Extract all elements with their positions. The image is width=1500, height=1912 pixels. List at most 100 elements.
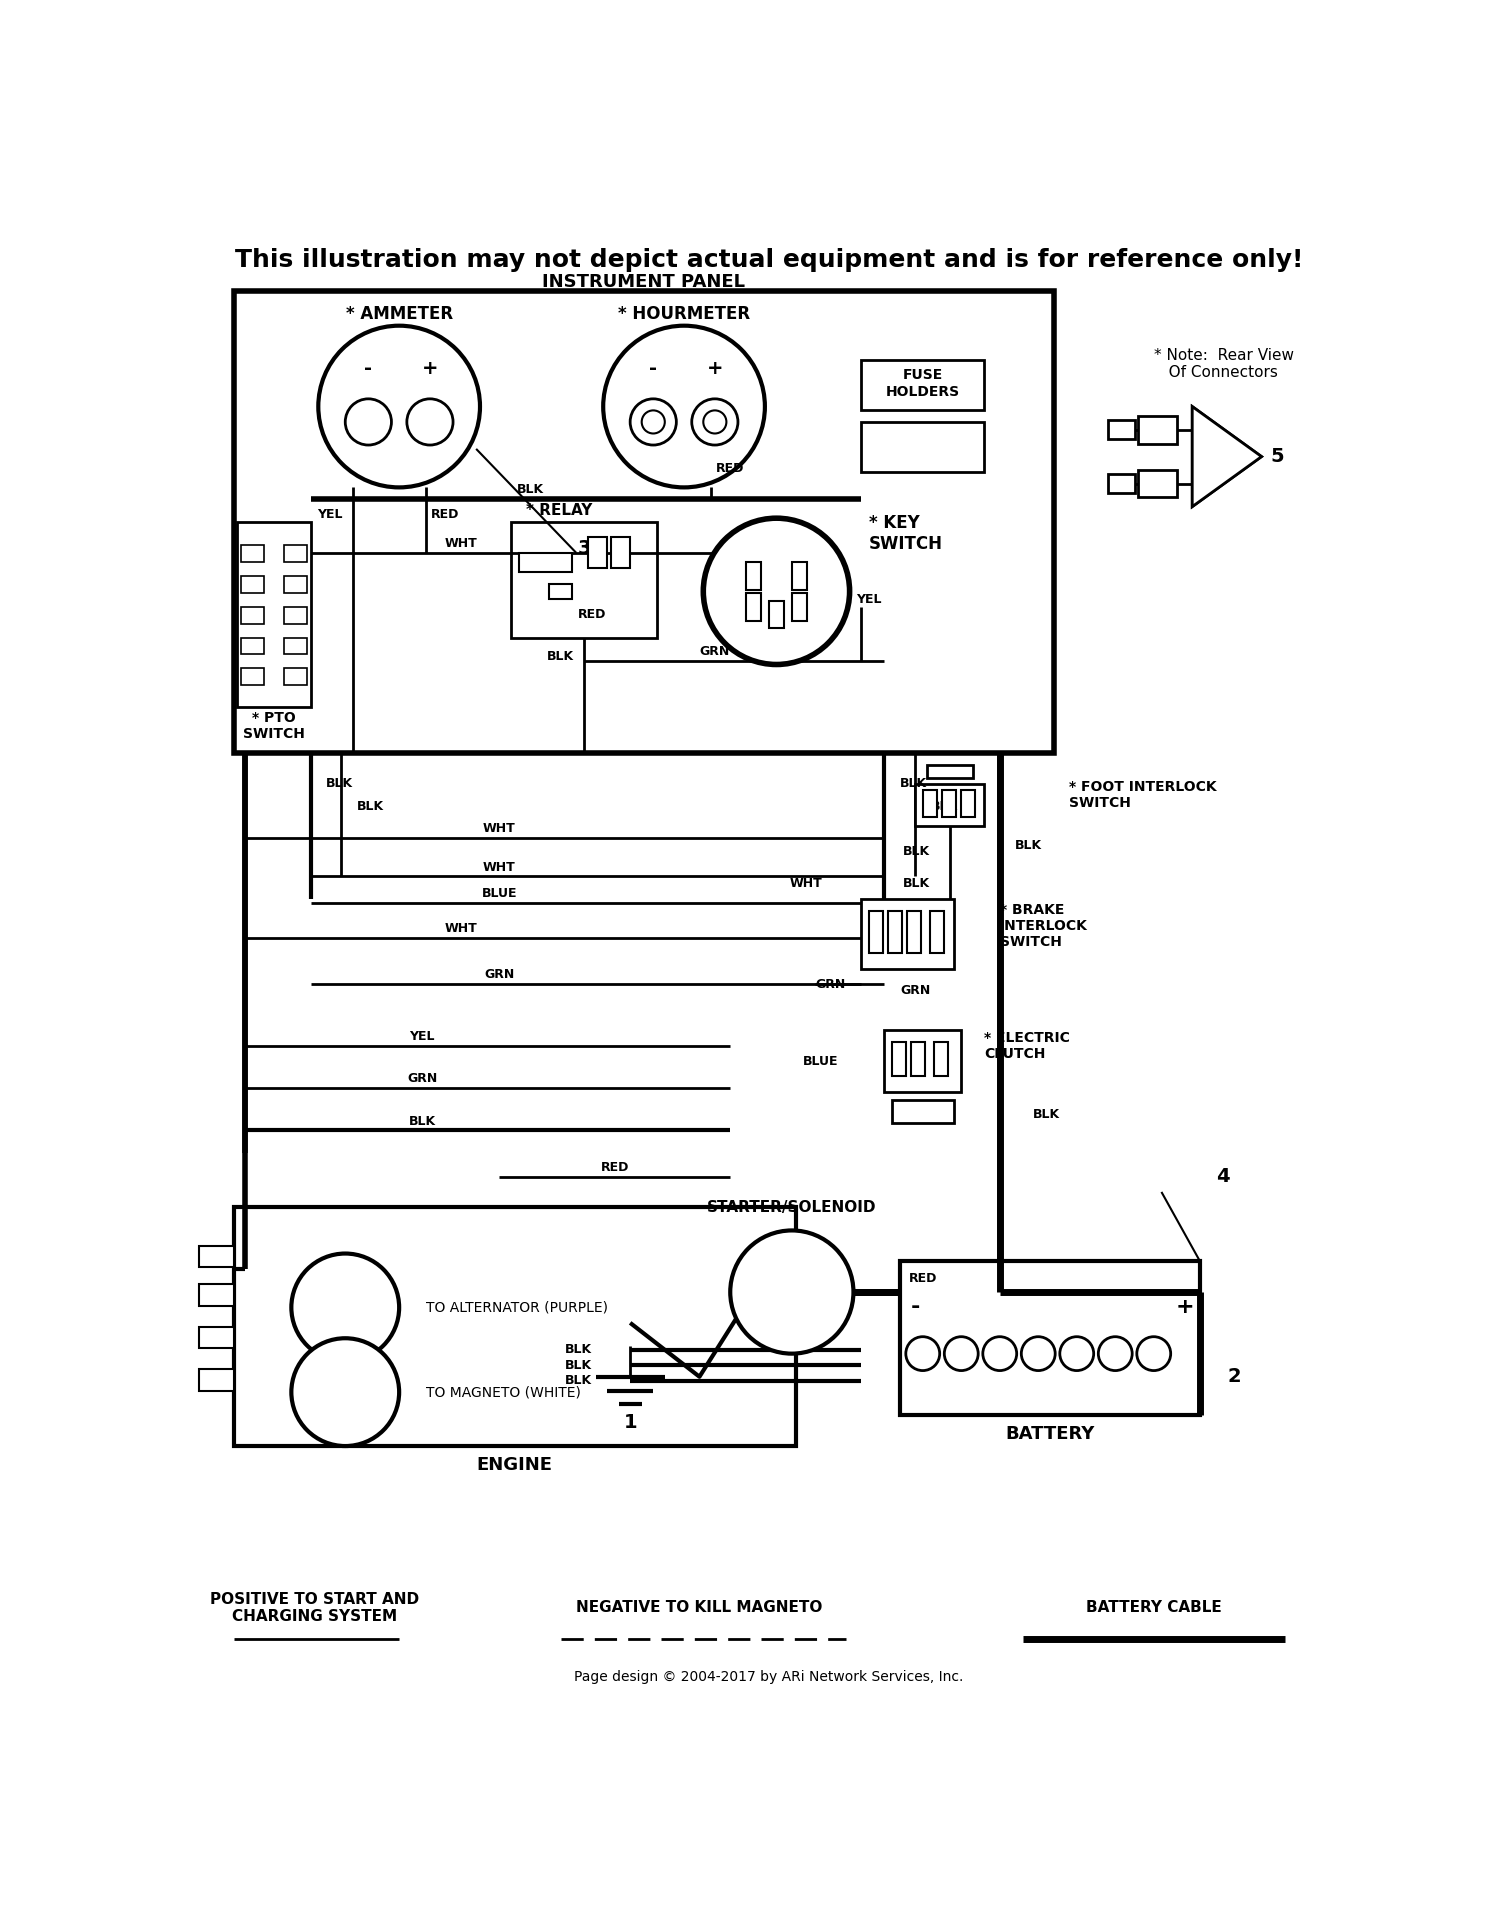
- Bar: [512, 522, 657, 637]
- Text: BLK: BLK: [516, 484, 543, 497]
- Bar: [284, 637, 306, 654]
- Text: BLK: BLK: [564, 1375, 591, 1386]
- Bar: [885, 1031, 962, 1092]
- Text: 2: 2: [1228, 1367, 1242, 1386]
- Text: * Note:  Rear View
   Of Connectors: * Note: Rear View Of Connectors: [1154, 348, 1293, 380]
- Circle shape: [730, 1231, 854, 1354]
- Circle shape: [1137, 1336, 1170, 1371]
- Circle shape: [630, 400, 676, 445]
- Text: INSTRUMENT PANEL: INSTRUMENT PANEL: [542, 273, 744, 291]
- Text: BLK: BLK: [903, 878, 930, 891]
- Bar: [284, 545, 306, 562]
- Text: * ELECTRIC
CLUTCH: * ELECTRIC CLUTCH: [984, 1031, 1070, 1061]
- Text: GRN: GRN: [484, 967, 514, 981]
- Bar: [284, 669, 306, 684]
- Text: BLK: BLK: [564, 1359, 591, 1371]
- Bar: [915, 784, 984, 826]
- Text: TO MAGNETO (WHITE): TO MAGNETO (WHITE): [426, 1384, 580, 1400]
- Text: BLK: BLK: [548, 650, 574, 663]
- Bar: [942, 790, 956, 816]
- Circle shape: [603, 325, 765, 488]
- Circle shape: [345, 400, 392, 445]
- Text: 4: 4: [1216, 1166, 1230, 1185]
- Circle shape: [291, 1254, 399, 1361]
- Bar: [900, 1262, 1200, 1415]
- Bar: [861, 899, 954, 969]
- Bar: [1138, 470, 1178, 497]
- Text: GRN: GRN: [699, 644, 730, 658]
- Circle shape: [1022, 1336, 1054, 1371]
- Text: +: +: [422, 359, 438, 377]
- Text: BLUE: BLUE: [802, 1055, 838, 1067]
- Bar: [549, 583, 573, 598]
- Bar: [868, 910, 882, 954]
- Text: ENGINE: ENGINE: [477, 1457, 552, 1474]
- Bar: [927, 765, 974, 778]
- Circle shape: [906, 1336, 939, 1371]
- Text: BATTERY CABLE: BATTERY CABLE: [1086, 1600, 1221, 1616]
- Bar: [242, 637, 264, 654]
- Circle shape: [704, 518, 849, 665]
- Text: BLK: BLK: [564, 1344, 591, 1356]
- Circle shape: [291, 1338, 399, 1445]
- Text: GRN: GRN: [406, 1073, 438, 1086]
- Bar: [200, 1369, 234, 1390]
- Circle shape: [642, 411, 664, 434]
- Text: BLUE: BLUE: [482, 887, 518, 901]
- Bar: [922, 790, 936, 816]
- Bar: [792, 562, 807, 589]
- Text: * FOOT INTERLOCK
SWITCH: * FOOT INTERLOCK SWITCH: [1070, 780, 1217, 811]
- Text: BLK: BLK: [1032, 1109, 1059, 1122]
- Bar: [892, 1042, 906, 1076]
- Polygon shape: [1192, 407, 1262, 507]
- Text: BLK: BLK: [357, 801, 384, 813]
- Bar: [861, 423, 984, 472]
- Circle shape: [945, 1336, 978, 1371]
- Circle shape: [318, 325, 480, 488]
- Text: BATTERY: BATTERY: [1005, 1426, 1095, 1444]
- Bar: [746, 593, 760, 621]
- Bar: [892, 1099, 954, 1122]
- Text: RED: RED: [578, 608, 606, 621]
- Text: * PTO
SWITCH: * PTO SWITCH: [243, 711, 304, 742]
- Bar: [930, 910, 945, 954]
- Bar: [242, 545, 264, 562]
- Text: TO ALTERNATOR (PURPLE): TO ALTERNATOR (PURPLE): [426, 1300, 608, 1314]
- Text: * BRAKE
INTERLOCK
SWITCH: * BRAKE INTERLOCK SWITCH: [999, 902, 1088, 950]
- Bar: [242, 576, 264, 593]
- Text: -: -: [364, 359, 372, 377]
- Text: +: +: [1174, 1298, 1194, 1317]
- Text: YEL: YEL: [316, 509, 342, 520]
- Text: RED: RED: [600, 1161, 628, 1174]
- Text: RED: RED: [716, 461, 744, 474]
- Text: Page design © 2004-2017 by ARi Network Services, Inc.: Page design © 2004-2017 by ARi Network S…: [574, 1669, 963, 1684]
- Text: WHT: WHT: [790, 878, 822, 891]
- Text: RED: RED: [430, 509, 459, 520]
- Text: STARTER/SOLENOID: STARTER/SOLENOID: [706, 1201, 876, 1214]
- Bar: [234, 291, 1053, 753]
- Bar: [519, 553, 573, 572]
- Bar: [861, 359, 984, 411]
- Text: 5: 5: [1270, 447, 1284, 467]
- Bar: [1107, 474, 1134, 493]
- Text: BLK: BLK: [1016, 839, 1042, 853]
- Bar: [1138, 415, 1178, 444]
- Bar: [746, 562, 760, 589]
- Bar: [962, 790, 975, 816]
- Bar: [910, 1042, 926, 1076]
- Text: YEL: YEL: [856, 593, 882, 606]
- Bar: [792, 593, 807, 621]
- Bar: [934, 1042, 948, 1076]
- Bar: [200, 1327, 234, 1348]
- Bar: [610, 537, 630, 568]
- Bar: [588, 537, 608, 568]
- Text: POSITIVE TO START AND
CHARGING SYSTEM: POSITIVE TO START AND CHARGING SYSTEM: [210, 1591, 419, 1623]
- Text: * RELAY: * RELAY: [526, 503, 592, 518]
- Circle shape: [982, 1336, 1017, 1371]
- Text: GRN: GRN: [900, 983, 930, 996]
- Text: BLK: BLK: [900, 778, 927, 790]
- Text: BLK: BLK: [930, 801, 957, 813]
- Text: YEL: YEL: [410, 1031, 435, 1042]
- Text: WHT: WHT: [483, 822, 516, 836]
- Text: RED: RED: [909, 1271, 938, 1285]
